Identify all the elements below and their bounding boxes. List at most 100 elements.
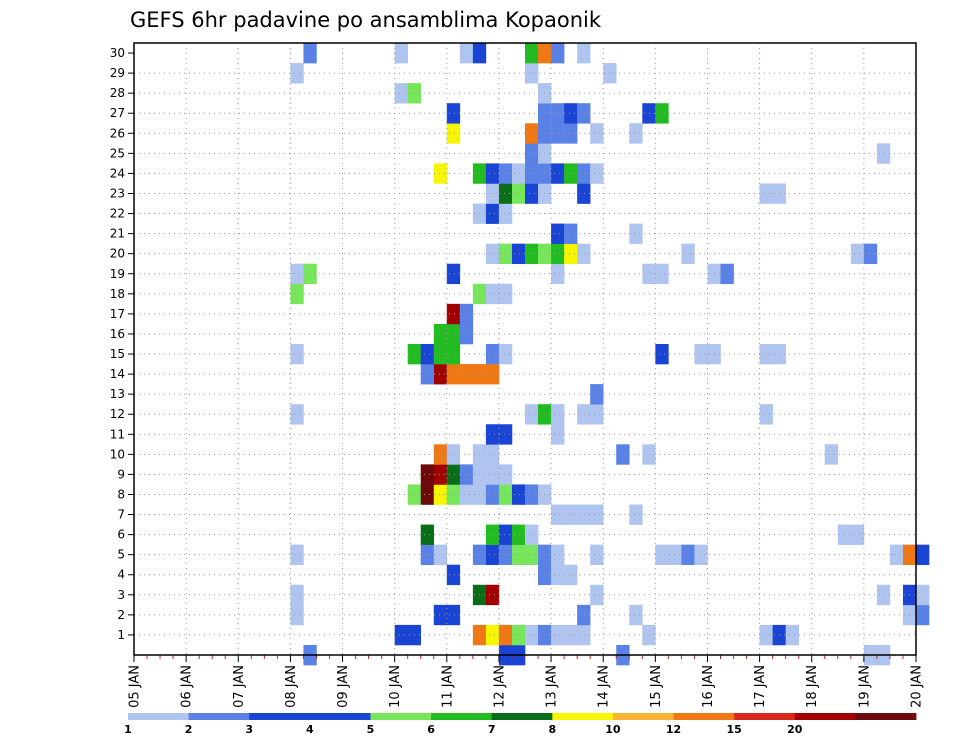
heatmap-cell <box>916 604 930 626</box>
y-tick-label: 13 <box>110 387 125 401</box>
colorbar-label: 1 <box>124 723 132 736</box>
heatmap-cell <box>511 163 526 184</box>
y-tick-label: 7 <box>117 508 125 522</box>
heatmap-cell <box>303 43 317 64</box>
y-tick-label: 22 <box>110 207 125 221</box>
y-tick-label: 14 <box>110 367 125 381</box>
heatmap-cell <box>420 343 435 365</box>
heatmap-cell <box>655 263 669 285</box>
heatmap-cell <box>394 83 408 104</box>
y-tick-label: 25 <box>110 146 125 160</box>
heatmap-cell <box>472 43 487 64</box>
colorbar-swatch <box>249 713 311 720</box>
heatmap-cell <box>485 464 500 485</box>
y-tick-label: 4 <box>117 568 125 582</box>
heatmap-cell <box>577 404 591 425</box>
heatmap-cell <box>916 544 930 566</box>
heatmap-cell <box>485 203 500 224</box>
plot-frame <box>133 42 917 656</box>
heatmap-cell <box>551 243 565 265</box>
colorbar-swatch <box>370 713 432 720</box>
heatmap-cell <box>564 624 578 646</box>
heatmap-cell <box>433 163 448 184</box>
heatmap-cell <box>590 163 604 184</box>
heatmap-cell <box>511 243 526 265</box>
colorbar-swatch <box>794 713 856 720</box>
heatmap-cell <box>433 484 448 505</box>
heatmap-cell <box>394 43 408 64</box>
heatmap-cell <box>850 243 865 265</box>
heatmap-cell <box>876 584 891 606</box>
y-tick-label: 18 <box>110 287 125 301</box>
heatmap-cell <box>446 263 461 285</box>
heatmap-cell <box>525 484 539 505</box>
heatmap-cell <box>564 163 578 184</box>
heatmap-cell <box>824 444 839 465</box>
heatmap-cell <box>655 103 669 124</box>
heatmap-cell <box>511 544 526 566</box>
y-tick-label: 26 <box>110 126 125 140</box>
y-tick-label: 1 <box>117 628 125 642</box>
heatmap-cell <box>681 544 695 566</box>
y-tick-label: 10 <box>110 447 125 461</box>
heatmap-cell <box>525 143 539 164</box>
y-tick-label: 2 <box>117 608 125 622</box>
heatmap-cell <box>446 564 461 586</box>
heatmap-cell <box>485 524 500 545</box>
y-tick-label: 28 <box>110 86 125 100</box>
colorbar-label: 4 <box>306 723 314 736</box>
x-tick-label: 19 JAN <box>857 665 872 708</box>
grid-lines <box>134 43 916 655</box>
heatmap-cell <box>551 504 565 525</box>
y-tick-label: 11 <box>110 427 125 441</box>
colorbar-swatch <box>612 713 674 720</box>
colorbar-label: 6 <box>427 723 435 736</box>
heatmap-cell <box>577 604 591 626</box>
colorbar-swatch <box>309 713 371 720</box>
heatmap-cell <box>525 183 539 204</box>
x-tick-label: 20 JAN <box>910 665 925 708</box>
x-tick-label: 18 JAN <box>805 665 820 708</box>
colorbar: 1 2 3 4 5 6 7 8 10 12 15 20 <box>124 713 917 736</box>
x-tick-label: 10 JAN <box>388 665 403 708</box>
heatmap-cell <box>485 544 500 566</box>
heatmap-cell <box>485 183 500 204</box>
heatmap-cell <box>629 223 643 244</box>
heatmap-cell <box>577 43 591 64</box>
heatmap-cell <box>629 123 643 144</box>
heatmap-cell <box>629 604 643 626</box>
heatmap-cell <box>525 624 539 646</box>
colorbar-swatch <box>855 713 917 720</box>
y-tick-label: 30 <box>110 46 125 60</box>
heatmap-cell <box>564 564 578 586</box>
colorbar-swatch <box>128 713 190 720</box>
heatmap-cell <box>433 364 448 385</box>
heatmap-cell <box>551 263 565 285</box>
heatmap-cell <box>525 43 539 64</box>
heatmap-cell <box>551 123 565 144</box>
heatmap-cell <box>498 484 513 505</box>
x-tick-label: 15 JAN <box>649 665 664 708</box>
heatmap-cell <box>655 343 669 365</box>
heatmap-cell <box>694 544 708 566</box>
colorbar-label: 15 <box>727 723 742 736</box>
heatmap-cell <box>498 624 513 646</box>
y-tick-label: 20 <box>110 247 125 261</box>
x-tick-label: 09 JAN <box>336 665 351 708</box>
heatmap-cell <box>498 544 513 566</box>
heatmap-cell <box>642 103 656 124</box>
heatmap-cell <box>498 163 513 184</box>
heatmap-cell <box>433 464 448 485</box>
y-tick-label: 15 <box>110 347 125 361</box>
heatmap-cell <box>498 524 513 545</box>
heatmap-cell <box>551 424 565 445</box>
heatmap-cell <box>290 343 304 365</box>
colorbar-swatch <box>491 713 553 720</box>
heatmap-cell <box>511 624 526 646</box>
heatmap-cell <box>290 263 304 285</box>
heatmap-cell <box>551 404 565 425</box>
heatmap-cell <box>538 43 552 64</box>
x-tick-label: 07 JAN <box>232 665 247 708</box>
colorbar-swatch <box>188 713 250 720</box>
